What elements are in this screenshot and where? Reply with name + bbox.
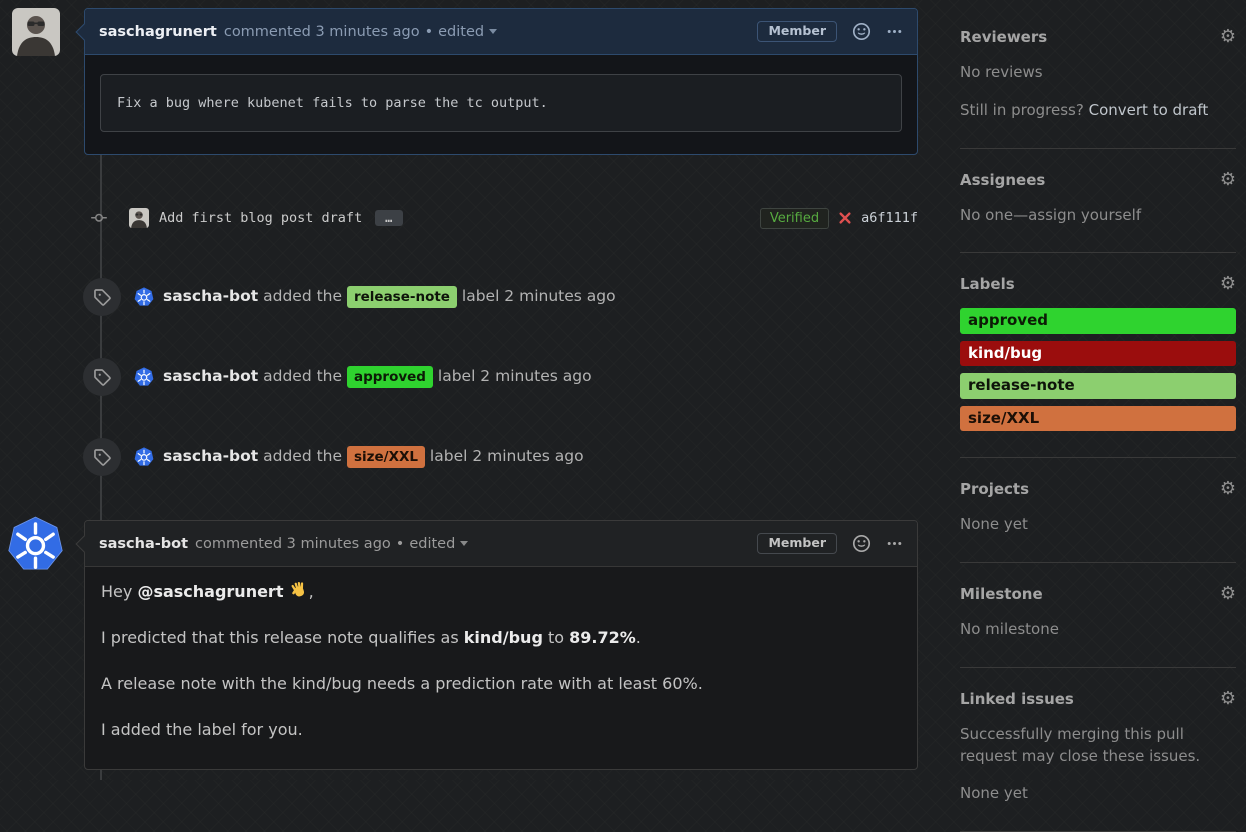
commit-message-link[interactable]: Add first blog post draft (159, 210, 363, 226)
reviewers-empty: No reviews (960, 63, 1043, 81)
tag-icon (94, 289, 111, 306)
comment-header: sascha-bot commented 3 minutes ago • edi… (85, 521, 917, 567)
chevron-down-icon (460, 541, 469, 546)
linked-issues-empty: None yet (960, 784, 1028, 803)
label-pill-size-xxl[interactable]: size/XXL (346, 445, 425, 469)
comment-body: Hey @saschagrunert , I predicted that th… (85, 567, 917, 742)
sidebar-section-reviewers: Reviewers ⚙ No reviews Still in progress… (960, 0, 1236, 149)
commit-expander-button[interactable]: … (375, 210, 404, 226)
sidebar-section-labels: Labels ⚙ approved kind/bug release-note … (960, 253, 1236, 459)
projects-title: Projects (960, 480, 1030, 499)
labels-title: Labels (960, 275, 1015, 294)
kebab-menu-button[interactable] (886, 23, 903, 40)
event-badge (83, 358, 121, 396)
add-reaction-button[interactable] (852, 534, 871, 553)
meta-dot: • (395, 535, 405, 552)
mention-link[interactable]: @saschagrunert (137, 582, 284, 601)
paragraph-greeting: Hey @saschagrunert , (101, 581, 314, 601)
add-reaction-button[interactable] (852, 22, 871, 41)
sidebar-section-projects: Projects ⚙ None yet (960, 458, 1236, 563)
member-badge: Member (757, 21, 837, 42)
kebab-icon (887, 30, 902, 33)
sidebar-section-milestone: Milestone ⚙ No milestone (960, 563, 1236, 668)
sidebar-label-kind-bug[interactable]: kind/bug (960, 340, 1236, 367)
gear-icon[interactable]: ⚙ (1219, 168, 1236, 190)
comment-author-link[interactable]: sascha-bot (99, 535, 189, 552)
event-badge (83, 438, 121, 476)
assign-yourself-link[interactable]: assign yourself (1028, 205, 1142, 224)
projects-empty: None yet (960, 515, 1028, 534)
draft-hint: Still in progress? (960, 100, 1089, 119)
gear-icon[interactable]: ⚙ (1219, 583, 1236, 604)
label-event-row: sascha-bot added the release-note label … (83, 278, 918, 316)
comment-timestamp[interactable]: commented 3 minutes ago (223, 23, 420, 40)
sidebar-label-size-xxl[interactable]: size/XXL (960, 405, 1236, 432)
comment-author-link[interactable]: saschagrunert (99, 23, 217, 40)
chevron-down-icon (489, 29, 498, 34)
avatar-saschagrunert[interactable] (12, 8, 60, 56)
commit-hash-link[interactable]: a6f111f (861, 210, 918, 226)
event-actor-link[interactable]: sascha-bot (163, 366, 259, 385)
commit-author-avatar[interactable] (129, 208, 149, 228)
meta-dot: • (424, 23, 434, 40)
milestone-title: Milestone (960, 585, 1043, 603)
event-badge (83, 278, 121, 316)
smiley-icon (852, 22, 871, 41)
edited-dropdown[interactable]: edited (438, 24, 498, 40)
pr-sidebar: Reviewers ⚙ No reviews Still in progress… (960, 0, 1236, 832)
assignees-empty: No one— (960, 205, 1029, 224)
label-event-row: sascha-bot added the approved label 2 mi… (83, 358, 918, 396)
gear-icon[interactable]: ⚙ (1219, 26, 1236, 47)
bot-avatar[interactable] (134, 367, 154, 387)
paragraph-added-label: I added the label for you. (101, 720, 303, 739)
convert-to-draft-link[interactable]: Convert to draft (1088, 100, 1209, 119)
git-commit-icon (86, 210, 112, 226)
linked-issues-desc: Successfully merging this pull request m… (960, 724, 1201, 765)
sidebar-label-approved[interactable]: approved (960, 308, 1236, 334)
comment-header: saschagrunert commented 3 minutes ago • … (85, 9, 917, 55)
comment-sascha-bot: sascha-bot commented 3 minutes ago • edi… (75, 520, 918, 770)
release-note-code-block: Fix a bug where kubenet fails to parse t… (100, 74, 902, 132)
gear-icon[interactable]: ⚙ (1219, 273, 1236, 295)
wave-emoji-icon (289, 581, 309, 601)
member-badge: Member (757, 533, 837, 554)
tag-icon (94, 369, 111, 386)
avatar-sascha-bot[interactable] (7, 516, 64, 573)
assignees-title: Assignees (960, 170, 1046, 189)
linked-issues-title: Linked issues (960, 689, 1074, 708)
comment-body: Fix a bug where kubenet fails to parse t… (85, 55, 917, 151)
smiley-icon (852, 534, 871, 553)
edited-dropdown[interactable]: edited (409, 536, 469, 552)
failed-check-icon[interactable] (838, 211, 852, 225)
bot-avatar[interactable] (134, 287, 154, 307)
verified-badge[interactable]: Verified (759, 207, 830, 229)
gear-icon[interactable]: ⚙ (1219, 478, 1236, 500)
paragraph-threshold: A release note with the kind/bug needs a… (101, 674, 703, 693)
bot-avatar[interactable] (134, 447, 154, 467)
kebab-menu-button[interactable] (886, 535, 903, 552)
sidebar-section-assignees: Assignees ⚙ No one—assign yourself (960, 149, 1236, 254)
reviewers-title: Reviewers (960, 28, 1048, 46)
event-actor-link[interactable]: sascha-bot (163, 286, 259, 305)
label-pill-release-note[interactable]: release-note (346, 285, 457, 309)
comment-saschagrunert: saschagrunert commented 3 minutes ago • … (75, 8, 918, 155)
sidebar-section-linked-issues: Linked issues ⚙ Successfully merging thi… (960, 668, 1236, 832)
gear-icon[interactable]: ⚙ (1219, 687, 1236, 709)
sidebar-label-release-note[interactable]: release-note (960, 373, 1236, 399)
label-pill-approved[interactable]: approved (346, 365, 433, 389)
tag-icon (94, 449, 111, 466)
paragraph-prediction: I predicted that this release note quali… (101, 628, 641, 647)
commit-timeline-item: Add first blog post draft … Verified a6f… (84, 203, 918, 233)
comment-timestamp[interactable]: commented 3 minutes ago (195, 535, 391, 552)
label-event-row: sascha-bot added the size/XXL label 2 mi… (83, 438, 918, 476)
event-actor-link[interactable]: sascha-bot (163, 446, 259, 465)
milestone-empty: No milestone (960, 620, 1059, 638)
kebab-icon (887, 542, 902, 545)
